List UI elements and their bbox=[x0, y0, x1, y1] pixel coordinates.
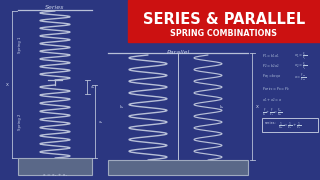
Text: Spring 1: Spring 1 bbox=[18, 37, 22, 53]
Text: x: x bbox=[5, 82, 8, 87]
Text: x₂: x₂ bbox=[99, 120, 103, 124]
Bar bbox=[262, 118, 318, 132]
Text: $\frac{F}{k_1} + \frac{F}{k_2} = \frac{F_{eq}}{k_{eq}}$: $\frac{F}{k_1} + \frac{F}{k_2} = \frac{F… bbox=[262, 106, 283, 118]
Text: $F_2 = k_2 x_2$: $F_2 = k_2 x_2$ bbox=[262, 62, 280, 70]
Text: SPRING COMBINATIONS: SPRING COMBINATIONS bbox=[171, 30, 277, 39]
Text: $x_1 + x_2 = x$: $x_1 + x_2 = x$ bbox=[262, 96, 283, 104]
Text: x: x bbox=[256, 105, 259, 109]
Text: Spring 2: Spring 2 bbox=[18, 114, 22, 130]
Text: k₂: k₂ bbox=[220, 105, 224, 109]
Bar bbox=[128, 0, 320, 42]
Text: $F_{series} = F_a = F_b$: $F_{series} = F_a = F_b$ bbox=[262, 85, 290, 93]
Text: SERIES & PARALLEL: SERIES & PARALLEL bbox=[143, 12, 305, 26]
Text: Series: Series bbox=[45, 5, 65, 10]
Bar bbox=[18, 158, 92, 175]
Text: $\frac{1}{k_{eq}} = \frac{1}{k_1} + \frac{1}{k_2}$: $\frac{1}{k_{eq}} = \frac{1}{k_1} + \fra… bbox=[278, 120, 302, 132]
Text: $x = \frac{F_{eq}}{k_{eq}}$: $x = \frac{F_{eq}}{k_{eq}}$ bbox=[294, 71, 307, 83]
Bar bbox=[108, 160, 248, 175]
Text: $x_1 = \frac{F_1}{k_1}$: $x_1 = \frac{F_1}{k_1}$ bbox=[294, 50, 307, 62]
Text: x = x₁ + x₂: x = x₁ + x₂ bbox=[43, 173, 67, 177]
Text: $F_1 = k_1 x_1$: $F_1 = k_1 x_1$ bbox=[262, 52, 280, 60]
Text: Parallel: Parallel bbox=[166, 50, 190, 55]
Text: x₂: x₂ bbox=[91, 85, 95, 89]
Text: series:: series: bbox=[265, 121, 276, 125]
Text: $F_{eq} = k_{eq}x$: $F_{eq} = k_{eq}x$ bbox=[262, 73, 281, 81]
Text: k₁: k₁ bbox=[120, 105, 124, 109]
Text: $x_2 = \frac{F_2}{k_2}$: $x_2 = \frac{F_2}{k_2}$ bbox=[294, 60, 307, 72]
